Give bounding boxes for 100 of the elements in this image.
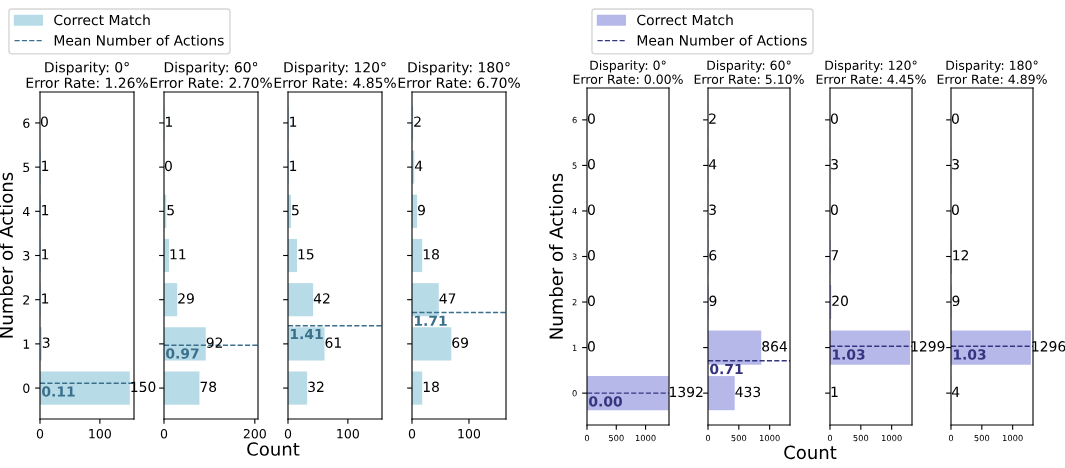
data-label: 15 xyxy=(298,249,314,260)
annotation: 1.41 xyxy=(290,328,323,340)
data-label: 7 xyxy=(831,250,839,261)
chart-title: Disparity: 180° Error Rate: 4.89% xyxy=(937,60,1047,85)
data-label: 3 xyxy=(42,337,50,348)
data-label: 20 xyxy=(832,295,848,307)
legend-label: Mean Number of Actions xyxy=(637,34,807,46)
data-label: 18 xyxy=(423,381,439,393)
data-label: 5 xyxy=(167,205,174,216)
data-label: 4 xyxy=(708,159,717,170)
y-axis-title: Number of Actions xyxy=(549,173,563,339)
x-tick-label: 200 xyxy=(243,428,266,439)
data-label: 9 xyxy=(952,295,960,307)
data-label: 0 xyxy=(587,113,595,124)
data-label: 864 xyxy=(762,341,787,352)
x-tick-label: 500 xyxy=(853,434,869,442)
x-tick-label: 0 xyxy=(827,434,833,442)
y-axis-title: Number of Actions xyxy=(0,172,13,338)
legend-label: Correct Match xyxy=(54,14,150,26)
x-tick-label: 1000 xyxy=(1002,434,1023,442)
chart-title: Disparity: 180° Error Rate: 6.70% xyxy=(398,61,520,89)
y-tick-label: 2 xyxy=(23,295,30,305)
chart-title: Disparity: 0° Error Rate: 1.26% xyxy=(26,61,148,89)
chart-title: Disparity: 60° Error Rate: 2.70% xyxy=(150,61,272,89)
data-label: 92 xyxy=(206,337,223,348)
chart-title: Disparity: 120° Error Rate: 4.85% xyxy=(274,61,396,89)
x-tick-label: 1000 xyxy=(635,434,656,442)
data-label: 1 xyxy=(42,205,49,216)
data-label: 1392 xyxy=(670,386,703,398)
x-tick-label: 100 xyxy=(458,428,481,439)
data-label: 0 xyxy=(951,204,959,215)
y-tick-label: 1 xyxy=(572,344,577,351)
data-label: 2 xyxy=(414,116,421,127)
data-label: 1 xyxy=(165,116,173,127)
data-label: 6 xyxy=(709,250,717,261)
x-tick-label: 0 xyxy=(408,428,416,439)
y-tick-label: 2 xyxy=(572,299,577,306)
data-label: 0 xyxy=(587,341,595,352)
legend-label: Mean Number of Actions xyxy=(54,34,224,46)
x-tick-label: 500 xyxy=(608,434,624,442)
data-label: 18 xyxy=(423,249,439,260)
annotation: 0.11 xyxy=(42,386,75,397)
data-label: 3 xyxy=(952,158,959,170)
x-tick-label: 0 xyxy=(36,428,44,439)
data-label: 78 xyxy=(200,381,217,393)
x-tick-label: 0 xyxy=(160,428,168,439)
data-label: 1 xyxy=(42,160,49,171)
data-label: 4 xyxy=(951,386,960,397)
data-label: 1 xyxy=(290,116,297,127)
data-label: 12 xyxy=(953,250,969,261)
y-tick-label: 6 xyxy=(23,118,30,128)
chart-title: Disparity: 0° Error Rate: 0.00% xyxy=(573,60,683,85)
y-tick-label: 3 xyxy=(572,253,577,260)
x-tick-label: 0 xyxy=(705,434,711,442)
data-label: 9 xyxy=(418,204,425,216)
data-label: 4 xyxy=(414,160,423,171)
x-tick-label: 500 xyxy=(731,434,747,442)
data-label: 433 xyxy=(735,386,761,398)
x-tick-label: 100 xyxy=(337,428,359,439)
x-tick-label: 0 xyxy=(584,434,590,442)
data-label: 0 xyxy=(587,204,595,215)
data-label: 1 xyxy=(290,160,297,171)
data-label: 0 xyxy=(830,113,838,124)
chart-title: Disparity: 60° Error Rate: 5.10% xyxy=(694,60,804,85)
annotation: 1.71 xyxy=(414,315,447,326)
y-tick-label: 0 xyxy=(23,383,30,393)
x-tick-label: 1000 xyxy=(881,434,902,442)
y-tick-label: 1 xyxy=(23,339,30,349)
x-axis-title: Count xyxy=(247,442,300,456)
x-tick-label: 1000 xyxy=(759,434,780,442)
annotation: 0.71 xyxy=(710,363,743,375)
chart-title: Disparity: 120° Error Rate: 4.45% xyxy=(816,60,926,85)
x-tick-label: 0 xyxy=(948,434,954,442)
annotation: 0.97 xyxy=(166,348,199,359)
data-label: 47 xyxy=(439,293,456,304)
data-label: 1 xyxy=(42,249,49,260)
data-label: 9 xyxy=(709,295,717,307)
data-label: 32 xyxy=(308,381,324,393)
data-label: 29 xyxy=(178,293,194,304)
data-label: 2 xyxy=(709,113,716,124)
data-label: 0 xyxy=(164,160,172,172)
annotation: 0.00 xyxy=(589,396,622,407)
data-label: 61 xyxy=(325,337,341,348)
data-label: 11 xyxy=(170,249,186,260)
x-tick-label: 500 xyxy=(974,434,990,442)
data-label: 69 xyxy=(452,337,469,348)
y-tick-label: 3 xyxy=(23,250,30,261)
data-label: 3 xyxy=(709,204,716,215)
x-axis-title: Count xyxy=(784,445,837,460)
data-label: 0 xyxy=(830,204,838,215)
y-tick-label: 4 xyxy=(572,208,577,215)
y-tick-label: 6 xyxy=(572,116,577,124)
y-tick-label: 4 xyxy=(22,206,30,217)
data-label: 1 xyxy=(831,386,838,397)
data-label: 0 xyxy=(40,116,48,127)
data-label: 0 xyxy=(587,250,595,261)
y-tick-label: 0 xyxy=(572,390,577,397)
x-tick-label: 0 xyxy=(284,428,292,439)
data-label: 42 xyxy=(313,293,330,304)
x-tick-label: 100 xyxy=(89,428,111,439)
